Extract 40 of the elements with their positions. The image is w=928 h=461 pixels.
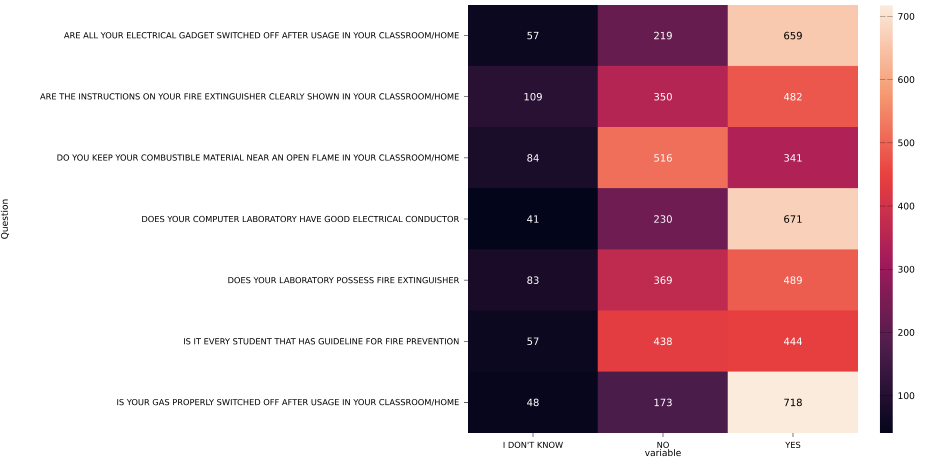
- data-label: 444: [784, 338, 802, 345]
- x-tick-label: I DON'T KNOW: [504, 442, 563, 448]
- y-tick-label: DO YOU KEEP YOUR COMBUSTIBLE MATERIAL NEAR AN OPEN FLAME IN YOUR CLASSROOM/HOME: [57, 154, 459, 162]
- color-bar-label: 700: [898, 12, 914, 20]
- x-tick-label: YES: [785, 442, 800, 448]
- data-label: 482: [784, 92, 802, 101]
- color-bar-label: 600: [898, 76, 914, 84]
- data-label: 350: [654, 92, 672, 101]
- data-label: 671: [784, 215, 802, 223]
- color-bar-label: 500: [898, 139, 914, 146]
- data-label: 109: [524, 92, 542, 101]
- y-tick-label: IS YOUR GAS PROPERLY SWITCHED OFF AFTER USAGE IN YOUR CLASSROOM/HOME: [117, 398, 459, 406]
- color-bar-label: 200: [898, 329, 914, 336]
- y-tick-label: ARE ALL YOUR ELECTRICAL GADGET SWITCHED OFF AFTER USAGE IN YOUR CLASSROOM/HOME: [64, 32, 459, 40]
- data-label: 369: [654, 276, 672, 284]
- data-label: 57: [527, 338, 538, 346]
- data-label: 219: [654, 32, 672, 40]
- color-bar-label: 300: [898, 266, 914, 273]
- data-label: 341: [784, 154, 802, 162]
- data-label: 83: [527, 276, 539, 284]
- y-tick-label: ARE THE INSTRUCTIONS ON YOUR FIRE EXTINGUISHER CLEARLY SHOWN IN YOUR CLASSROOM/HOME: [40, 93, 459, 100]
- color-bar-label: 100: [898, 392, 914, 400]
- data-label: 84: [527, 154, 539, 162]
- data-label: 173: [654, 398, 672, 406]
- x-tick-label: NO: [657, 442, 669, 448]
- y-tick-label: DOES YOUR COMPUTER LABORATORY HAVE GOOD ELECTRICAL CONDUCTOR: [142, 216, 460, 222]
- data-label: 48: [527, 398, 539, 406]
- y-axis-title: Question: [0, 200, 9, 239]
- data-label: 659: [784, 32, 802, 40]
- y-tick-label: DOES YOUR LABORATORY POSSESS FIRE EXTINGUISHER: [228, 277, 460, 284]
- data-label: 489: [784, 276, 802, 284]
- data-label: 438: [654, 338, 672, 346]
- color-bar-label: 400: [898, 202, 914, 210]
- data-label: 57: [527, 32, 538, 40]
- x-axis-title: variable: [644, 449, 681, 456]
- y-tick-label: IS IT EVERY STUDENT THAT HAS GUIDELINE FOR FIRE PREVENTION: [184, 338, 458, 344]
- data-label: 230: [654, 215, 672, 223]
- data-label: 718: [784, 398, 802, 406]
- data-label: 41: [527, 215, 538, 223]
- data-label: 516: [654, 154, 672, 162]
